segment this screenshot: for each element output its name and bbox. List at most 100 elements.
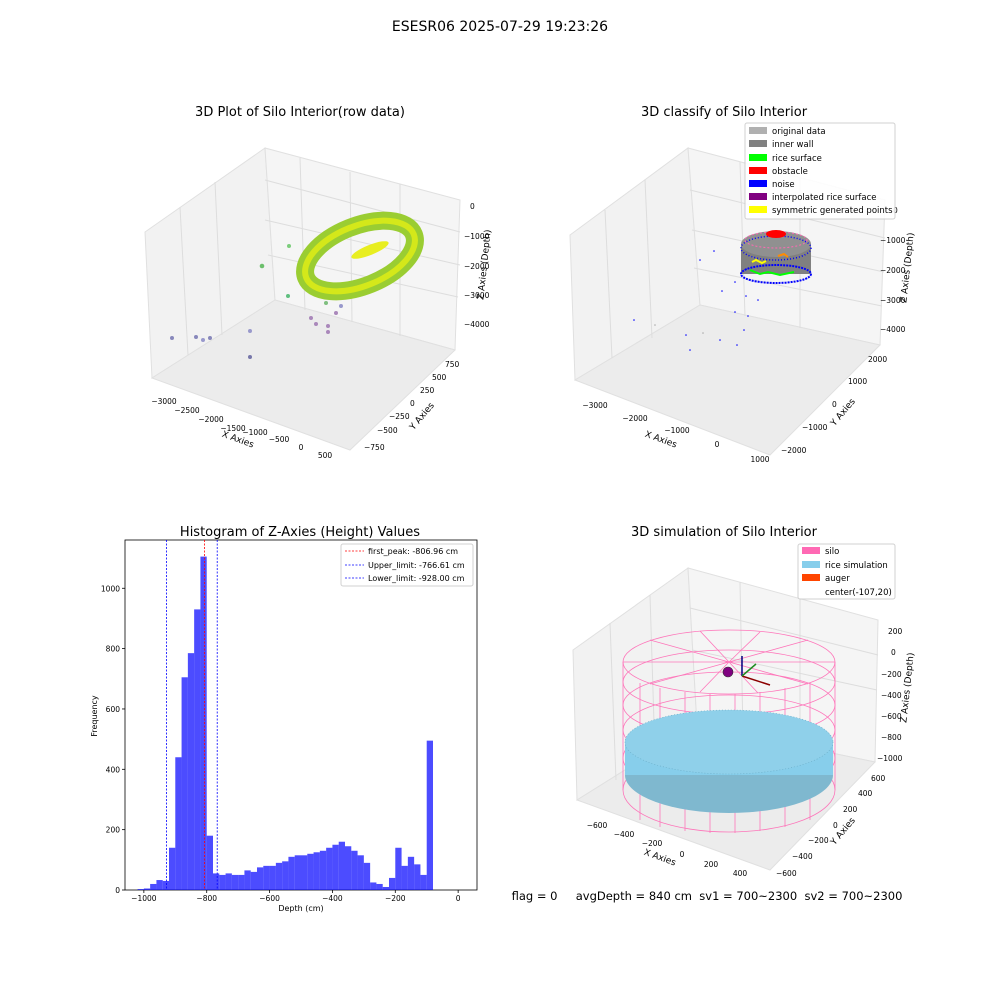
legend-swatch-rice-surface	[749, 154, 767, 161]
histogram-bar	[307, 853, 314, 890]
histogram-bar	[231, 874, 239, 890]
panel-sim-y-ticks: 600 400 200 0 −200 −400 −600	[776, 774, 886, 878]
panel-classify-x-tick: 0	[715, 440, 720, 449]
legend-label: first_peak: -806.96 cm	[368, 547, 458, 556]
panel-classify-z-tick: −4000	[880, 325, 906, 334]
histogram-y-tick-label: 800	[106, 645, 121, 654]
panel-classify-z-tick: −3000	[880, 296, 906, 305]
legend-label: auger	[825, 574, 850, 584]
panel-raw-y-tick: −750	[364, 443, 385, 452]
histogram-title: Histogram of Z-Axies (Height) Values	[180, 525, 420, 540]
panel-sim-y-tick: −600	[776, 869, 797, 878]
legend-label: silo	[825, 547, 839, 557]
panel-raw-data: 3D Plot of Silo Interior(row data) −	[144, 105, 494, 460]
histogram-x-tick-label: 0	[456, 894, 461, 903]
histogram-bar	[162, 880, 169, 890]
legend-label: symmetric generated points	[772, 206, 893, 216]
legend-swatch-auger	[802, 574, 820, 581]
panel-raw-x-tick: 500	[318, 451, 333, 460]
histogram-bar	[326, 847, 333, 890]
histogram-bar	[332, 844, 339, 890]
panel-classify-x-tick: 1000	[750, 455, 769, 464]
panel-raw-x-tick: −2000	[198, 415, 224, 424]
histogram-bar	[426, 740, 433, 890]
histogram-x-tick-label: −600	[259, 894, 280, 903]
histogram-bar	[213, 873, 220, 890]
histogram-bar	[382, 886, 389, 890]
panel-classify-legend: original data inner wall rice surface ob…	[744, 122, 896, 220]
panel-sim-y-tick: 0	[833, 821, 838, 830]
histogram-x-ticks: −1000 −800 −600 −400 −200 0	[131, 890, 461, 903]
panel-classify-y-tick: 1000	[848, 377, 867, 386]
histogram-bar	[275, 862, 283, 890]
panel-sim-z-tick: −200	[881, 670, 902, 679]
panel-classify-z-tick: −1000	[880, 236, 906, 245]
histogram-bar	[156, 880, 163, 890]
legend-label: obstacle	[772, 167, 808, 177]
histogram-y-tick-label: 1000	[101, 584, 120, 593]
panel-raw-x-tick: −1500	[220, 424, 246, 433]
histogram-x-tick-label: −400	[322, 894, 343, 903]
histogram-bar	[169, 847, 176, 890]
legend-swatch-interpolated	[749, 193, 767, 200]
panel-sim-y-tick: 200	[843, 805, 858, 814]
panel-raw-y-tick: 0	[410, 399, 415, 408]
histogram-bar	[357, 855, 364, 890]
histogram-bar	[288, 856, 295, 890]
panel-raw-x-tick: −500	[269, 435, 290, 444]
legend-swatch-symmetric	[749, 206, 767, 213]
panel-classify-title: 3D classify of Silo Interior	[641, 105, 808, 120]
panel-raw-z-ticks: 0 −1000 −2000 −3000 −4000	[464, 202, 490, 329]
histogram-bar	[137, 889, 144, 890]
histogram-legend: first_peak: -806.96 cm Upper_limit: -766…	[340, 543, 474, 587]
panel-sim-y-tick: −400	[792, 852, 813, 861]
panel-sim-z-tick: −800	[881, 733, 902, 742]
legend-label: center(-107,20)	[825, 588, 892, 598]
histogram-bar	[238, 874, 245, 890]
legend-label: inner wall	[772, 140, 813, 150]
panel-sim-y-tick: −200	[808, 836, 829, 845]
panel-raw-x-ticks: −3000 −2500 −2000 −1500 −1000 −500 0 500	[151, 397, 332, 460]
histogram-bar	[225, 873, 232, 890]
panel-raw-y-tick: 500	[432, 373, 447, 382]
legend-swatch-obstacle	[749, 167, 767, 174]
histogram-bar	[269, 865, 276, 890]
histogram-y-tick-label: 0	[115, 886, 120, 895]
panel-sim-z-ticks: 200 0 −200 −400 −600 −800 −1000	[877, 627, 903, 763]
panel-sim-z-tick: −600	[881, 712, 902, 721]
histogram-x-tick-label: −800	[196, 894, 217, 903]
panel-sim-x-tick: 200	[704, 860, 719, 869]
panel-classify-y-tick: 0	[832, 400, 837, 409]
histogram-x-tick-label: −200	[385, 894, 406, 903]
histogram-vlines	[166, 540, 218, 890]
histogram-bar	[363, 862, 371, 890]
histogram-bar	[282, 861, 289, 890]
legend-swatch-inner-wall	[749, 140, 767, 147]
panel-raw-y-tick: −500	[377, 426, 398, 435]
histogram-bar	[181, 677, 188, 890]
status-line: flag = 0 avgDepth = 840 cm sv1 = 700~230…	[512, 889, 903, 903]
panel-sim-x-tick: −200	[642, 839, 663, 848]
panel-raw-x-tick: −2500	[174, 406, 200, 415]
legend-swatch-noise	[749, 180, 767, 187]
panel-sim-x-tick: 400	[733, 869, 748, 878]
histogram-bar	[319, 850, 327, 890]
panel-raw-x-tick: 0	[299, 443, 304, 452]
panel-sim-x-tick: −600	[587, 821, 608, 830]
histogram-bar	[187, 653, 195, 890]
panel-classify-y-tick: −2000	[781, 446, 807, 455]
legend-swatch-rice-simulation	[802, 561, 820, 568]
histogram-bar	[175, 757, 182, 890]
panel-classify: 3D classify of Silo Interior	[569, 105, 917, 464]
panel-classify-y-ticks: 2000 1000 0 −1000 −2000	[781, 355, 887, 455]
histogram-y-ticks: 0 200 400 600 800 1000	[101, 584, 125, 895]
panel-raw-x-tick: −3000	[151, 397, 177, 406]
histogram-bar	[200, 556, 207, 890]
panel-raw-points	[170, 211, 424, 359]
histogram-bar	[345, 846, 352, 890]
histogram-bar	[219, 874, 226, 890]
panel-sim-x-tick: −400	[614, 830, 635, 839]
panel-classify-x-tick: −1000	[664, 426, 690, 435]
histogram-bar	[389, 877, 396, 890]
